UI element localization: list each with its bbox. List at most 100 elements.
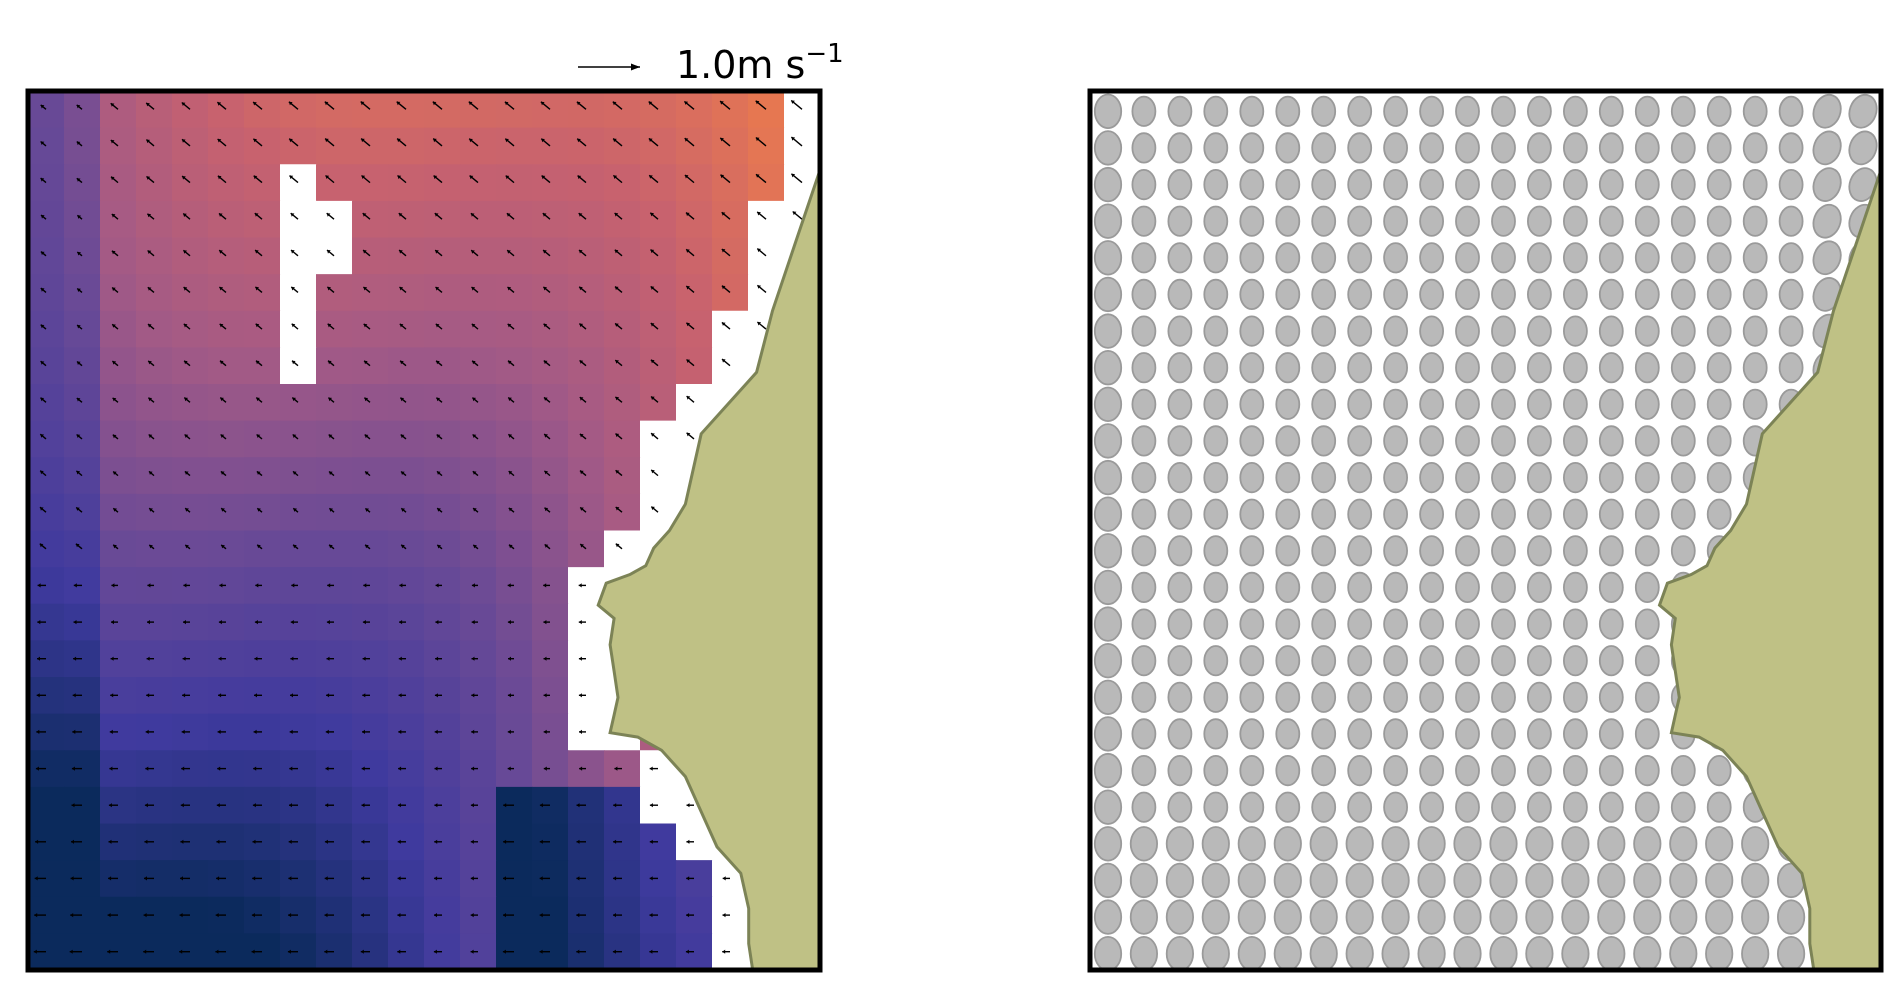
heatmap-cell	[28, 896, 65, 934]
heatmap-cell	[496, 640, 533, 678]
ellipse-marker	[1706, 352, 1732, 384]
quiver-arrowhead	[182, 176, 186, 180]
heatmap-cell	[676, 200, 713, 239]
quiver-arrowhead	[37, 583, 41, 588]
heatmap-cell	[388, 384, 425, 422]
quiver-arrowhead	[362, 656, 366, 661]
heatmap-cell	[604, 91, 641, 129]
heatmap-cell	[100, 530, 137, 568]
heatmap-cell	[496, 91, 533, 129]
quiver-arrowhead	[328, 434, 333, 439]
ellipse-marker	[1598, 645, 1624, 677]
heatmap-cell	[208, 933, 245, 970]
ellipse-marker	[1275, 388, 1301, 420]
ellipse-marker	[1848, 130, 1878, 166]
quiver-arrowhead	[256, 397, 260, 402]
ellipse-marker	[1455, 278, 1480, 310]
ellipse-marker	[1742, 242, 1768, 274]
quiver-arrowhead	[791, 137, 795, 141]
heatmap-cell	[388, 91, 425, 129]
quiver-arrowhead	[433, 175, 438, 180]
quiver-arrowhead	[324, 949, 328, 954]
quiver-arrowhead	[576, 949, 580, 954]
heatmap-cell	[316, 823, 353, 861]
quiver-arrowhead	[649, 766, 653, 771]
quiver-arrowhead	[543, 583, 547, 588]
heatmap-cell	[136, 603, 173, 641]
ellipse-marker	[1634, 535, 1660, 567]
heatmap-cell	[532, 200, 569, 239]
ellipse-marker	[1563, 645, 1588, 677]
ellipse-marker	[1203, 169, 1229, 201]
ellipse-marker	[1093, 130, 1123, 166]
ellipse-marker	[1347, 132, 1373, 164]
heatmap-cell	[352, 933, 389, 970]
quiver-arrowhead	[544, 434, 548, 438]
heatmap-cell	[640, 896, 677, 934]
ellipse-marker	[1634, 608, 1660, 640]
ellipse-marker	[1237, 899, 1266, 935]
heatmap-cell	[460, 677, 497, 715]
ellipse-marker	[1706, 754, 1732, 787]
heatmap-cell	[568, 786, 605, 825]
heatmap-cell	[244, 384, 281, 422]
ellipse-marker	[1383, 718, 1408, 750]
ellipse-marker	[1275, 718, 1301, 750]
heatmap-cell	[352, 823, 389, 861]
quiver-arrowhead	[112, 361, 117, 365]
quiver-arrowhead	[289, 803, 292, 808]
quiver-arrowhead	[253, 138, 257, 143]
heatmap-cell	[352, 127, 389, 165]
quiver-arrowhead	[541, 175, 546, 180]
quiver-arrowhead	[73, 656, 77, 661]
heatmap-cell	[208, 347, 245, 385]
heatmap-cell	[208, 750, 245, 788]
ellipse-marker	[1347, 535, 1373, 567]
heatmap-cell	[424, 713, 461, 751]
quiver-arrowhead	[401, 508, 405, 512]
heatmap-cell	[28, 237, 65, 275]
quiver-arrowhead	[650, 323, 655, 327]
quiver-arrowhead	[397, 949, 401, 954]
heatmap-cell	[352, 200, 389, 239]
heatmap-cell	[568, 310, 605, 348]
heatmap-cell	[460, 786, 497, 825]
heatmap-cell	[676, 164, 713, 202]
ellipse-marker	[1239, 571, 1265, 604]
quiver-arrowhead	[471, 583, 475, 588]
heatmap-cell	[208, 384, 245, 422]
ellipse-marker	[1311, 278, 1337, 310]
ellipse-marker	[1383, 205, 1408, 237]
quiver-arrowhead	[325, 729, 329, 734]
heatmap-cell	[496, 933, 533, 970]
quiver-arrowhead	[183, 213, 187, 218]
quiver-arrowhead	[362, 693, 366, 698]
ellipse-marker	[1527, 498, 1552, 530]
ellipse-marker	[1670, 461, 1696, 494]
heatmap-cell	[100, 420, 137, 458]
quiver-arrowhead	[508, 471, 513, 475]
ellipse-marker	[1311, 718, 1337, 750]
heatmap-cell	[460, 347, 497, 385]
quiver-arrowhead	[470, 213, 475, 217]
heatmap-cell	[208, 640, 245, 678]
quiver-arrowhead	[613, 803, 617, 808]
heatmap-cell	[280, 713, 317, 751]
ellipse-marker	[1239, 461, 1265, 494]
heatmap-cell	[532, 91, 569, 129]
heatmap-cell	[136, 640, 173, 678]
heatmap-cell	[712, 200, 749, 239]
ellipse-marker	[1275, 425, 1301, 457]
heatmap-cell	[316, 457, 353, 495]
heatmap-cell	[244, 640, 281, 678]
heatmap-cell	[460, 823, 497, 861]
ellipse-marker	[1491, 95, 1516, 127]
quiver-arrowhead	[219, 250, 223, 254]
heatmap-cell	[532, 677, 569, 715]
heatmap-cell	[28, 420, 65, 458]
quiver-arrowhead	[291, 286, 295, 291]
quiver-arrowhead	[41, 215, 45, 219]
quiver-arrowhead	[397, 138, 401, 143]
heatmap-cell	[496, 860, 533, 898]
quiver-arrowhead	[361, 138, 365, 143]
